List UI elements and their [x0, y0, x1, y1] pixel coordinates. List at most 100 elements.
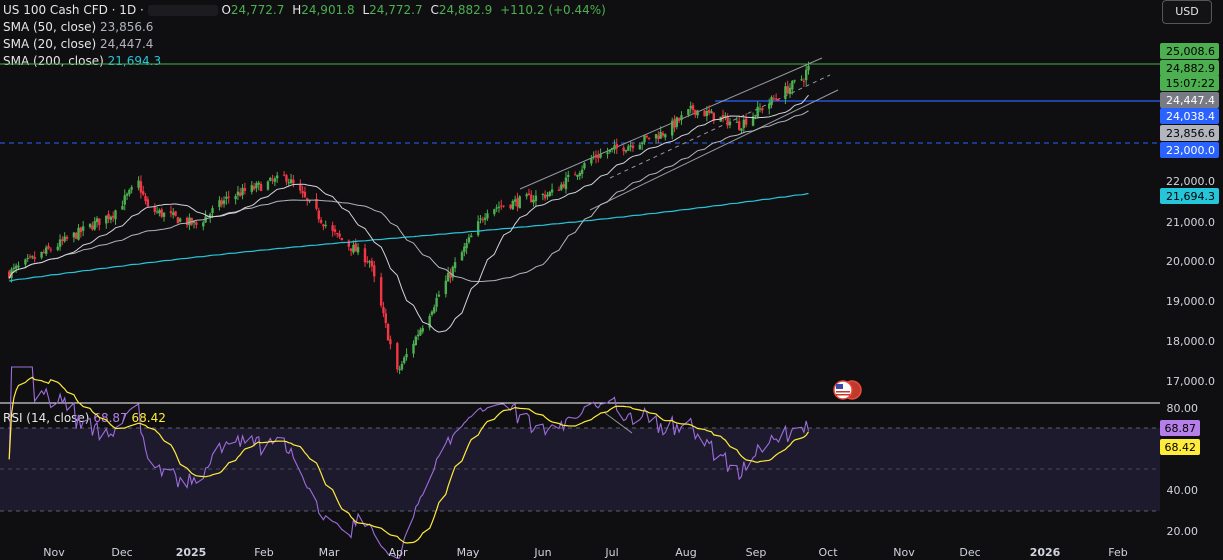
symbol-title: US 100 Cash CFD · 1D · [3, 3, 144, 17]
indicator-sma50[interactable]: SMA (50, close) 23,856.6 [3, 20, 153, 34]
candle [396, 341, 399, 373]
svg-text:24,038.4: 24,038.4 [1166, 110, 1215, 123]
candle [227, 190, 230, 204]
candle [689, 101, 692, 114]
candle [162, 212, 166, 222]
low-label: L [362, 3, 370, 17]
candle [349, 248, 353, 256]
time-axis[interactable]: Nov Dec 2025 Feb Mar Apr May Jun Jul Aug Sep Oct Nov… [43, 546, 1127, 559]
candle [72, 231, 76, 243]
candle [373, 260, 376, 283]
candle [564, 172, 568, 194]
candle [206, 215, 210, 218]
candle [433, 304, 436, 314]
rsi-legend[interactable]: RSI (14, close) 68.87 68.42 [3, 411, 166, 425]
candle [541, 193, 545, 201]
candle [486, 209, 489, 221]
time-tick: Jul [604, 546, 618, 559]
time-tick: Jun [533, 546, 551, 559]
sma20-label: SMA (20, close) [3, 37, 97, 51]
candle [712, 112, 715, 125]
candle [707, 105, 711, 116]
candle [130, 185, 133, 194]
candle [573, 171, 577, 176]
candle [470, 233, 473, 238]
price-badge: 25,008.6 [1160, 43, 1219, 59]
candle [109, 215, 113, 224]
rsi-badge: 68.87 [1160, 420, 1200, 436]
moving-averages [8, 94, 809, 333]
channel-upper-line [519, 57, 823, 190]
candle [754, 114, 757, 120]
sma200-line [9, 192, 809, 282]
candle [236, 185, 240, 200]
candle [98, 218, 101, 231]
candle [12, 263, 16, 273]
us-flag-icon[interactable] [833, 380, 862, 400]
candle [412, 340, 415, 358]
rsi-label: RSI (14, close) [3, 411, 90, 425]
candle [336, 232, 339, 238]
candle [153, 203, 156, 215]
candle [220, 197, 223, 208]
candle [576, 174, 579, 180]
candle [497, 201, 501, 213]
candle [694, 109, 697, 118]
candle [403, 355, 406, 365]
candle [56, 243, 59, 252]
candle [786, 80, 789, 95]
indicator-sma20[interactable]: SMA (20, close) 24,447.4 [3, 37, 153, 51]
candle [530, 190, 533, 203]
candle [802, 78, 806, 87]
candle [465, 238, 468, 255]
symbol-legend[interactable]: US 100 Cash CFD · 1D · O24,772.7 H24,901… [3, 3, 606, 17]
price-badge: 23,000.0 [1160, 142, 1219, 158]
candle [333, 224, 337, 236]
candle [202, 220, 205, 231]
candle [419, 327, 422, 337]
svg-text:23,000.0: 23,000.0 [1166, 144, 1215, 157]
price-tick: 20,000.0 [1166, 255, 1215, 268]
candle [696, 109, 699, 119]
candle [451, 265, 454, 281]
candle [125, 192, 129, 201]
candle [673, 115, 676, 132]
candle [800, 75, 803, 81]
candle [331, 221, 334, 237]
candle [10, 267, 13, 283]
candle [49, 247, 53, 253]
currency-button[interactable]: USD [1162, 0, 1212, 24]
candle [703, 109, 706, 117]
rsi-tick: 80.00 [1167, 402, 1199, 415]
candle [437, 290, 441, 298]
indicator-sma200[interactable]: SMA (200, close) 21,694.3 [3, 54, 161, 68]
candle [111, 211, 115, 222]
candle [721, 109, 725, 123]
candle [761, 105, 764, 114]
price-badge: 24,882.9 [1160, 60, 1219, 76]
candle [91, 221, 94, 231]
candle [751, 112, 755, 127]
candle [710, 108, 713, 114]
candle [645, 133, 648, 139]
candle [640, 141, 644, 151]
candle [209, 212, 212, 223]
time-tick: 2026 [1030, 546, 1061, 559]
candle [532, 195, 535, 207]
price-axis[interactable]: 22,000.0 21,000.0 20,000.0 19,000.0 18,000.0… [1160, 43, 1219, 388]
rsi-axis[interactable]: 80.00 60.00 40.00 20.00 68.87 68.42 [1160, 402, 1200, 538]
candle [28, 254, 32, 259]
candle [435, 293, 438, 312]
candle [204, 210, 207, 223]
candle [647, 137, 651, 141]
candle [368, 259, 371, 268]
candle [661, 130, 665, 138]
candle [430, 310, 434, 317]
candle [40, 251, 43, 260]
price-badge: 24,038.4 [1160, 108, 1219, 124]
channel-mid-line [609, 74, 831, 179]
candle [158, 208, 161, 217]
candle [627, 144, 630, 151]
